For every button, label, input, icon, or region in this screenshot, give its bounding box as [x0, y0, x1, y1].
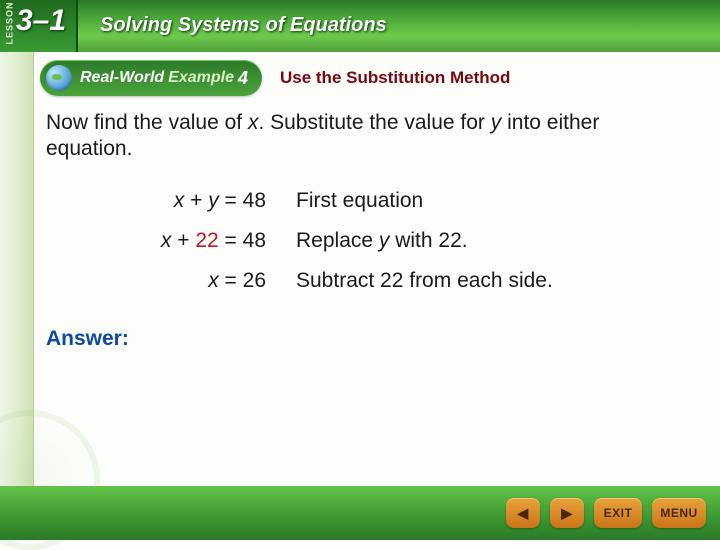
intro-mid: . Substitute the value for	[258, 111, 490, 134]
steps-grid: x + y = 48 First equation x + 22 = 48 Re…	[46, 189, 690, 293]
step-y: y	[208, 189, 219, 212]
footer-band: EXIT MENU	[0, 486, 720, 540]
content-area: Now find the value of x. Substitute the …	[46, 110, 690, 351]
example-label: Example	[168, 69, 234, 87]
step-rhs-var: y	[379, 229, 390, 252]
example-pill: Real-World Example 4	[40, 60, 262, 96]
step-rhs-pre: Replace	[296, 229, 379, 252]
intro-var-y: y	[491, 111, 502, 134]
step-lhs: x + y = 48	[46, 189, 266, 213]
intro-var-x: x	[248, 111, 259, 134]
globe-icon	[46, 65, 72, 91]
step-eq: = 26	[219, 269, 266, 292]
chapter-title: Solving Systems of Equations	[100, 14, 387, 37]
step-rhs-post: with 22.	[389, 229, 467, 252]
realworld-label: Real-World	[80, 69, 164, 87]
step-y-sub: 22	[195, 229, 218, 252]
exit-button[interactable]: EXIT	[594, 498, 642, 528]
step-x: x	[174, 189, 185, 212]
step-eq: = 48	[219, 229, 266, 252]
example-bar: Real-World Example 4 Use the Substitutio…	[40, 58, 694, 98]
example-number: 4	[238, 68, 248, 89]
step-rhs: First equation	[296, 189, 690, 213]
prev-button[interactable]	[506, 498, 540, 528]
step-x: x	[161, 229, 172, 252]
step-rhs: Replace y with 22.	[296, 229, 690, 253]
lesson-number: 3–1	[16, 4, 66, 38]
next-button[interactable]	[550, 498, 584, 528]
intro-pre: Now find the value of	[46, 111, 248, 134]
step-lhs: x = 26	[46, 269, 266, 293]
intro-text: Now find the value of x. Substitute the …	[46, 110, 690, 163]
left-rail	[0, 52, 34, 486]
step-lhs: x + 22 = 48	[46, 229, 266, 253]
step-plus: +	[171, 229, 195, 252]
step-eq: = 48	[219, 189, 266, 212]
step-x: x	[208, 269, 219, 292]
menu-button[interactable]: MENU	[652, 498, 706, 528]
step-rhs: Subtract 22 from each side.	[296, 269, 690, 293]
step-plus: +	[184, 189, 208, 212]
header-band: LESSON 3–1 Solving Systems of Equations	[0, 0, 720, 52]
lesson-tab: LESSON 3–1	[0, 0, 78, 52]
topic-title: Use the Substitution Method	[280, 68, 510, 88]
answer-label: Answer:	[46, 327, 690, 351]
lesson-label: LESSON	[5, 1, 15, 44]
